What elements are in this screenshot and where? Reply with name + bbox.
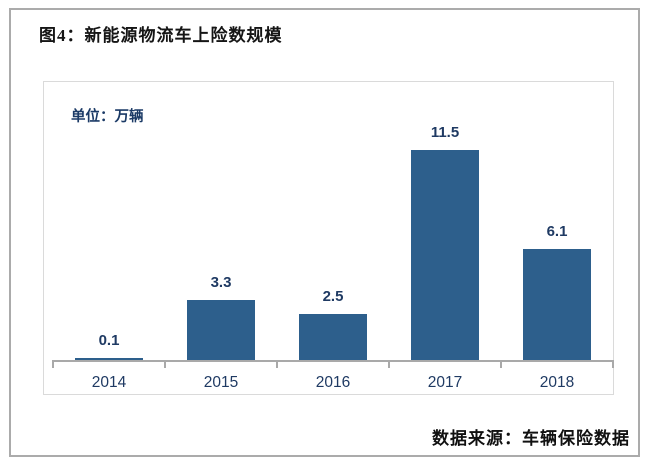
x-axis-tick	[388, 360, 390, 368]
figure-frame: 图4：新能源物流车上险数规模 单位：万辆 0.1 2014 3.3 2015 2.5 20…	[9, 8, 640, 457]
bar-chart-plot: 0.1 2014 3.3 2015 2.5 2016 11.5 2017 6.1 2018	[44, 82, 614, 394]
unit-label: 单位：万辆	[71, 109, 144, 125]
chart-panel: 单位：万辆 0.1 2014 3.3 2015 2.5 2016 11.5 2017 6.1 20…	[43, 81, 614, 395]
x-axis-tick	[500, 360, 502, 368]
bar-value-label: 0.1	[98, 332, 120, 349]
bar-2017	[411, 150, 479, 360]
x-axis-tick	[52, 360, 54, 368]
bar-2014	[75, 358, 143, 360]
bar-2015	[187, 300, 255, 360]
x-axis-tick	[612, 360, 614, 368]
bar-value-label: 3.3	[210, 274, 232, 291]
figure-title: 图4：新能源物流车上险数规模	[39, 26, 283, 45]
x-axis-tick	[276, 360, 278, 368]
x-axis-tick	[164, 360, 166, 368]
bar-2016	[299, 314, 367, 360]
x-axis-label-2018: 2018	[539, 374, 575, 391]
bar-value-label: 6.1	[546, 223, 568, 240]
bar-value-label: 11.5	[430, 124, 460, 141]
x-axis-label-2017: 2017	[427, 374, 463, 391]
x-axis-label-2014: 2014	[91, 374, 127, 391]
x-axis-line	[53, 360, 614, 362]
x-axis-label-2016: 2016	[315, 374, 351, 391]
x-axis-label-2015: 2015	[203, 374, 239, 391]
data-source: 数据来源：车辆保险数据	[432, 429, 630, 448]
bar-value-label: 2.5	[322, 288, 344, 305]
bar-2018	[523, 249, 591, 360]
